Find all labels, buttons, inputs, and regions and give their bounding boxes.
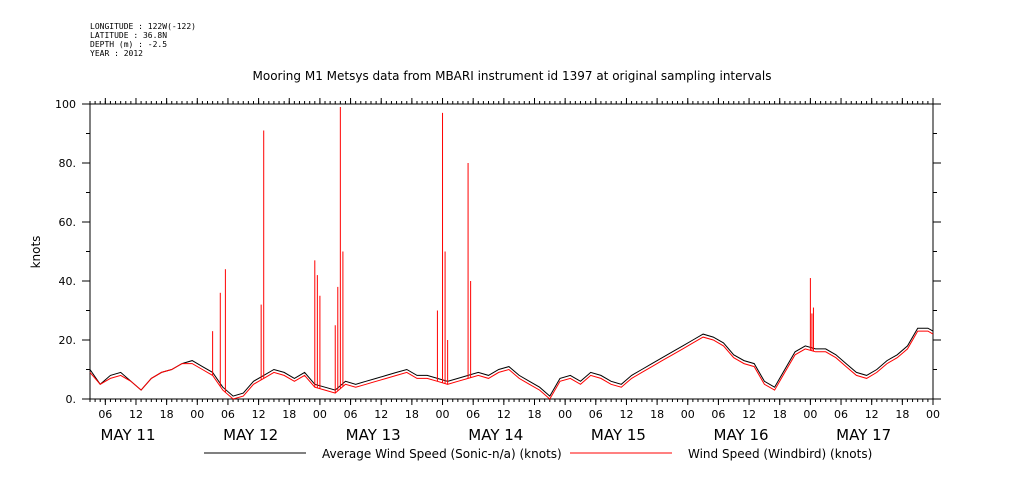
legend-label-windbird: Wind Speed (Windbird) (knots) <box>688 447 872 461</box>
x-tick-label: 18 <box>650 408 664 421</box>
day-label: MAY 12 <box>223 426 278 444</box>
y-tick-label: 100 <box>55 98 76 111</box>
day-label: MAY 13 <box>346 426 401 444</box>
axis-ticks <box>82 98 941 405</box>
longitude-text: LONGITUDE : 122W(-122) <box>90 22 196 31</box>
x-tick-label: 18 <box>527 408 541 421</box>
day-label: MAY 16 <box>714 426 769 444</box>
y-axis-label: knots <box>29 236 43 269</box>
legend-label-sonic: Average Wind Speed (Sonic-n/a) (knots) <box>322 447 562 461</box>
x-tick-label: 06 <box>98 408 112 421</box>
series-line-windbird <box>89 330 934 400</box>
x-tick-label: 00 <box>803 408 817 421</box>
x-tick-label: 00 <box>190 408 204 421</box>
depth-text: DEPTH (m) : -2.5 <box>90 40 168 49</box>
y-tick-label: 40. <box>59 275 77 288</box>
series-line-sonic <box>89 327 934 397</box>
year-text: YEAR : 2012 <box>90 49 143 58</box>
x-tick-label: 00 <box>558 408 572 421</box>
x-tick-label: 12 <box>865 408 879 421</box>
y-tick-label: 80. <box>59 157 77 170</box>
axis-labels: 0. 20. 40. 60. 80. 100 06 12 18 00 06 12 18 00 06 12 18 0… <box>55 98 940 444</box>
x-tick-label: 18 <box>405 408 419 421</box>
y-tick-label: 60. <box>59 216 77 229</box>
x-tick-label: 00 <box>313 408 327 421</box>
x-tick-label: 06 <box>466 408 480 421</box>
series-layer <box>89 106 934 400</box>
x-tick-label: 06 <box>711 408 725 421</box>
x-tick-label: 18 <box>895 408 909 421</box>
x-tick-label: 12 <box>129 408 143 421</box>
x-tick-label: 06 <box>221 408 235 421</box>
day-label: MAY 17 <box>836 426 891 444</box>
day-label: MAY 11 <box>100 426 155 444</box>
x-tick-label: 06 <box>589 408 603 421</box>
x-tick-label: 12 <box>619 408 633 421</box>
x-tick-label: 12 <box>497 408 511 421</box>
day-label: MAY 14 <box>468 426 523 444</box>
x-tick-label: 18 <box>773 408 787 421</box>
x-tick-label: 12 <box>742 408 756 421</box>
legend: Average Wind Speed (Sonic-n/a) (knots) W… <box>204 447 872 461</box>
x-tick-label: 12 <box>374 408 388 421</box>
chart-title: Mooring M1 Metsys data from MBARI instru… <box>253 69 772 83</box>
plot-frame <box>89 103 934 400</box>
x-tick-label: 00 <box>926 408 940 421</box>
x-tick-label: 00 <box>681 408 695 421</box>
y-tick-label: 20. <box>59 334 77 347</box>
x-tick-label: 18 <box>160 408 174 421</box>
x-tick-label: 00 <box>436 408 450 421</box>
x-tick-label: 06 <box>834 408 848 421</box>
day-label: MAY 15 <box>591 426 646 444</box>
x-tick-label: 18 <box>282 408 296 421</box>
y-tick-label: 0. <box>66 393 77 406</box>
metadata-block: LONGITUDE : 122W(-122) LATITUDE : 36.8N … <box>90 22 196 58</box>
x-tick-label: 12 <box>252 408 266 421</box>
latitude-text: LATITUDE : 36.8N <box>90 31 168 40</box>
x-tick-label: 06 <box>344 408 358 421</box>
